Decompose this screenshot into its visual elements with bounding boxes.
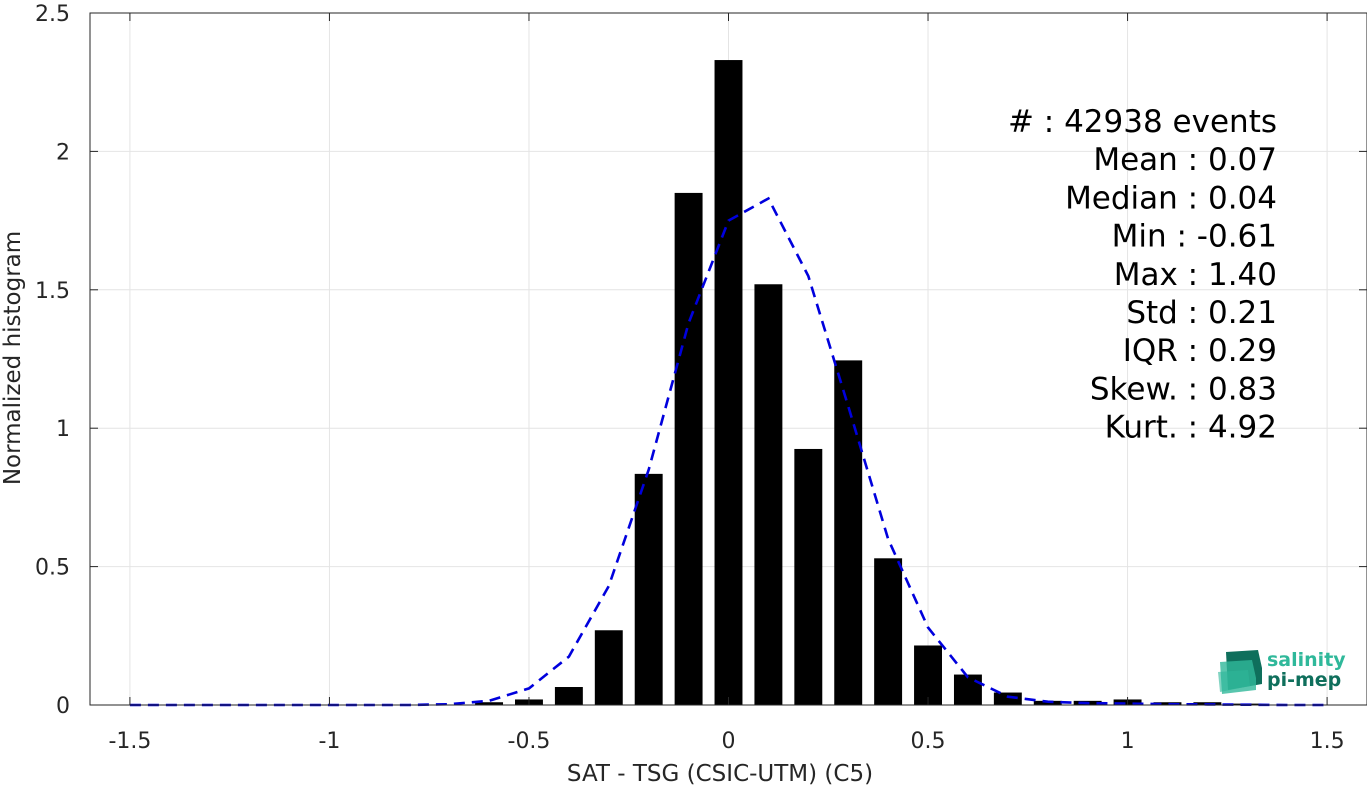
- stat-line: Min : -0.61: [1112, 219, 1277, 255]
- y-tick-label: 1.5: [35, 279, 70, 304]
- x-tick-label: -1: [318, 729, 340, 754]
- salinity-pi-mep-logo: salinity pi-mep: [1218, 649, 1346, 694]
- logo-line1: salinity: [1267, 649, 1346, 671]
- y-tick-label: 2.5: [35, 2, 70, 27]
- histogram-bar: [874, 558, 903, 705]
- histogram-bar: [475, 702, 504, 705]
- x-axis-label: SAT - TSG (CSIC-UTM) (C5): [567, 761, 873, 785]
- histogram-bar: [993, 692, 1022, 705]
- histogram-bar: [953, 674, 982, 705]
- x-tick-label: 1.5: [1310, 729, 1345, 754]
- histogram-bar: [674, 192, 703, 706]
- x-tick-label: -0.5: [508, 729, 551, 754]
- stat-line: Skew. : 0.83: [1090, 371, 1277, 407]
- histogram-bar: [834, 360, 863, 705]
- y-tick-label: 0: [56, 694, 70, 719]
- histogram-bar: [914, 645, 942, 705]
- logo-line2: pi-mep: [1267, 669, 1341, 691]
- histogram-bar: [714, 60, 743, 705]
- stat-line: Max : 1.40: [1114, 257, 1277, 293]
- x-tick-label: 0: [722, 729, 736, 754]
- y-tick-label: 0.5: [35, 556, 70, 581]
- stat-line: Kurt. : 4.92: [1105, 410, 1277, 446]
- stat-line: Mean : 0.07: [1093, 142, 1277, 178]
- stat-line: IQR : 0.29: [1123, 333, 1277, 369]
- histogram-bar: [1153, 702, 1182, 705]
- logo-mark-icon: [1218, 650, 1262, 694]
- x-axis-ticks: -1.5 -1 -0.5 0 0.5 1 1.5: [108, 13, 1345, 754]
- y-axis-label: Normalized histogram: [0, 231, 26, 485]
- stat-line: # : 42938 events: [1008, 104, 1277, 140]
- y-tick-label: 1: [56, 417, 70, 442]
- x-tick-label: 0.5: [911, 729, 946, 754]
- x-tick-label: -1.5: [108, 729, 151, 754]
- x-tick-label: 1: [1121, 729, 1135, 754]
- y-axis-ticks: 0 0.5 1 1.5 2 2.5: [35, 2, 1367, 719]
- histogram-bar: [754, 284, 783, 705]
- histogram-bar: [794, 448, 823, 705]
- stat-line: Std : 0.21: [1126, 295, 1277, 331]
- y-tick-label: 2: [56, 140, 70, 165]
- histogram-bar: [554, 687, 583, 705]
- histogram-bar: [634, 473, 663, 705]
- histogram-bar: [594, 630, 623, 705]
- stat-line: Median : 0.04: [1065, 180, 1277, 216]
- histogram-bars: [475, 60, 1262, 706]
